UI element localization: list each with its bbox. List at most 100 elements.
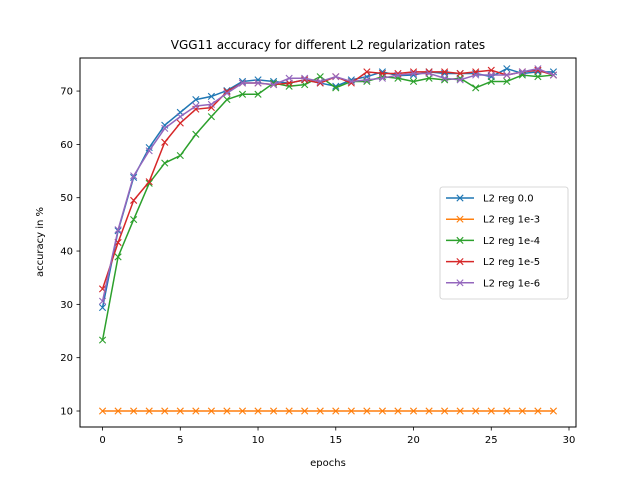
- data-point: [332, 82, 340, 90]
- data-point: [409, 407, 418, 415]
- data-point: [269, 407, 278, 415]
- legend-entry: L2 reg 1e-3: [446, 215, 540, 226]
- data-point: [145, 407, 153, 415]
- legend-label: L2 reg 1e-6: [483, 278, 540, 289]
- data-point: [285, 82, 293, 90]
- data-point: [534, 73, 542, 81]
- data-point: [254, 407, 262, 415]
- data-point: [269, 81, 278, 89]
- legend-label: L2 reg 1e-5: [483, 257, 540, 268]
- x-tick-label: 5: [177, 435, 183, 446]
- data-point: [518, 68, 526, 76]
- data-point: [176, 113, 184, 121]
- y-tick-label: 60: [60, 140, 73, 151]
- data-point: [254, 90, 262, 98]
- data-point: [114, 407, 122, 415]
- data-point: [503, 407, 511, 415]
- legend-marker: [456, 215, 464, 223]
- x-axis: 0 5 10 15 20 25 30: [99, 427, 575, 446]
- data-point: [130, 407, 138, 415]
- legend-marker: [456, 279, 464, 287]
- data-point: [534, 407, 542, 415]
- data-point: [503, 77, 511, 86]
- data-point: [285, 74, 293, 82]
- data-point: [332, 73, 340, 81]
- data-point: [145, 179, 153, 187]
- series-2: [98, 71, 558, 344]
- data-point: [207, 113, 215, 121]
- data-point: [472, 407, 480, 415]
- data-point: [223, 96, 231, 104]
- data-point: [316, 407, 324, 415]
- data-point: [363, 68, 371, 76]
- data-point: [145, 147, 153, 155]
- data-point: [363, 76, 371, 84]
- data-point: [207, 104, 215, 112]
- legend-label: L2 reg 0.0: [483, 194, 534, 205]
- data-point: [549, 407, 558, 415]
- series-line: [101, 74, 554, 341]
- data-point: [161, 124, 169, 132]
- data-point: [456, 76, 464, 84]
- data-point: [254, 76, 262, 84]
- y-tick-label: 20: [60, 353, 73, 364]
- data-point: [316, 77, 324, 86]
- y-tick-label: 30: [60, 300, 73, 311]
- data-point: [207, 92, 215, 100]
- data-point: [472, 68, 480, 76]
- data-point: [441, 68, 449, 76]
- data-point: [130, 196, 138, 204]
- data-point: [301, 407, 309, 415]
- legend-entry: L2 reg 1e-6: [446, 278, 540, 289]
- data-point: [192, 96, 200, 104]
- data-point: [394, 407, 402, 415]
- data-point: [238, 407, 247, 415]
- x-tick-label: 25: [485, 435, 498, 446]
- data-point: [472, 84, 480, 92]
- data-point: [347, 77, 355, 86]
- data-point: [207, 407, 215, 415]
- data-point: [98, 336, 107, 344]
- data-point: [441, 407, 449, 415]
- series-4: [98, 65, 558, 305]
- data-point: [534, 65, 542, 73]
- data-point: [456, 407, 464, 415]
- data-point: [409, 69, 418, 78]
- legend-marker: [456, 258, 464, 266]
- data-point: [254, 79, 262, 87]
- data-point: [425, 69, 433, 78]
- x-tick-label: 10: [252, 435, 265, 446]
- data-point: [192, 130, 200, 138]
- data-point: [409, 77, 418, 86]
- data-point: [441, 74, 449, 82]
- legend-entry: L2 reg 0.0: [446, 194, 534, 205]
- legend-label: L2 reg 1e-4: [483, 236, 540, 247]
- data-point: [394, 71, 402, 79]
- data-point: [192, 407, 200, 415]
- series-1: [98, 407, 558, 415]
- data-point: [192, 102, 200, 110]
- data-point: [114, 253, 122, 261]
- data-point: [98, 297, 107, 305]
- data-point: [378, 74, 387, 82]
- legend-marker: [456, 236, 464, 244]
- data-point: [130, 172, 138, 180]
- x-tick-label: 15: [329, 435, 342, 446]
- x-tick-label: 0: [99, 435, 105, 446]
- data-point: [176, 119, 184, 127]
- y-axis-label: accuracy in %: [35, 207, 46, 277]
- data-point: [98, 303, 107, 312]
- data-point: [130, 215, 138, 224]
- data-point: [425, 407, 433, 415]
- data-point: [363, 407, 371, 415]
- data-point: [98, 407, 107, 415]
- y-tick-label: 40: [60, 247, 73, 258]
- data-point: [223, 89, 231, 97]
- data-point: [238, 90, 247, 98]
- data-point: [456, 69, 464, 78]
- data-point: [161, 138, 169, 146]
- data-point: [301, 74, 309, 82]
- data-point: [549, 71, 558, 79]
- legend-label: L2 reg 1e-3: [483, 215, 540, 226]
